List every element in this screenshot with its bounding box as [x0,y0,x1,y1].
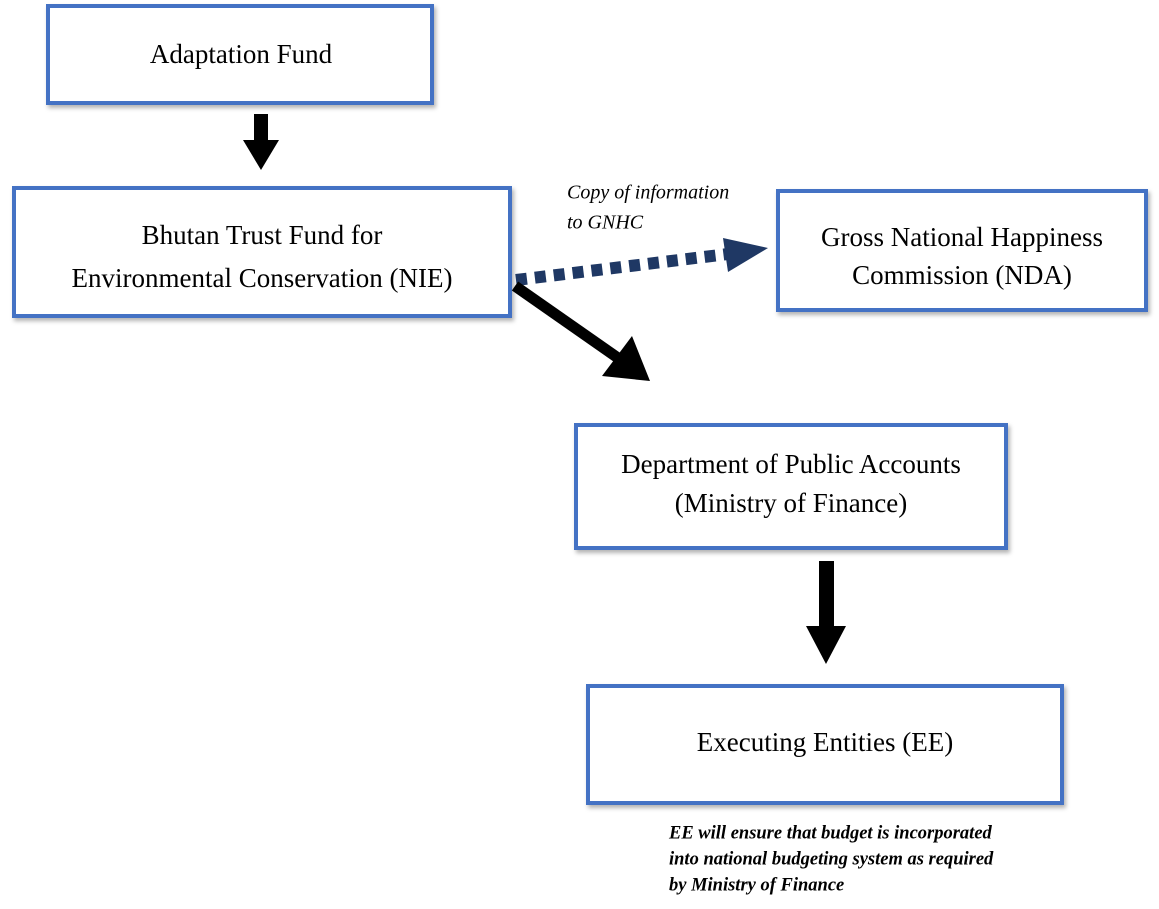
annotation: Copy of information [567,182,729,204]
node-label: (Ministry of Finance) [675,488,907,518]
node-label: Adaptation Fund [150,39,333,69]
node-box [46,4,434,105]
arrow [511,281,622,363]
arrow [243,114,279,170]
node-box [12,186,512,318]
node-label: Department of Public Accounts [621,449,961,479]
annotation: to GNHC [567,212,644,234]
node-label: Bhutan Trust Fund for [142,220,383,250]
node-label: Executing Entities (EE) [697,727,953,757]
annotation: into national budgeting system as requir… [669,849,994,869]
arrowhead [723,238,768,272]
arrow [806,561,846,664]
node-label: Commission (NDA) [852,260,1072,290]
node-box [586,684,1064,805]
annotation: EE will ensure that budget is incorporat… [668,823,993,843]
node-label: Environmental Conservation (NIE) [72,263,453,293]
node-label: Gross National Happiness [821,222,1103,252]
node-box [776,189,1148,312]
node-box [574,423,1008,550]
dotted-arrow [515,248,729,286]
annotation: by Ministry of Finance [669,875,844,895]
arrowhead [602,336,650,381]
